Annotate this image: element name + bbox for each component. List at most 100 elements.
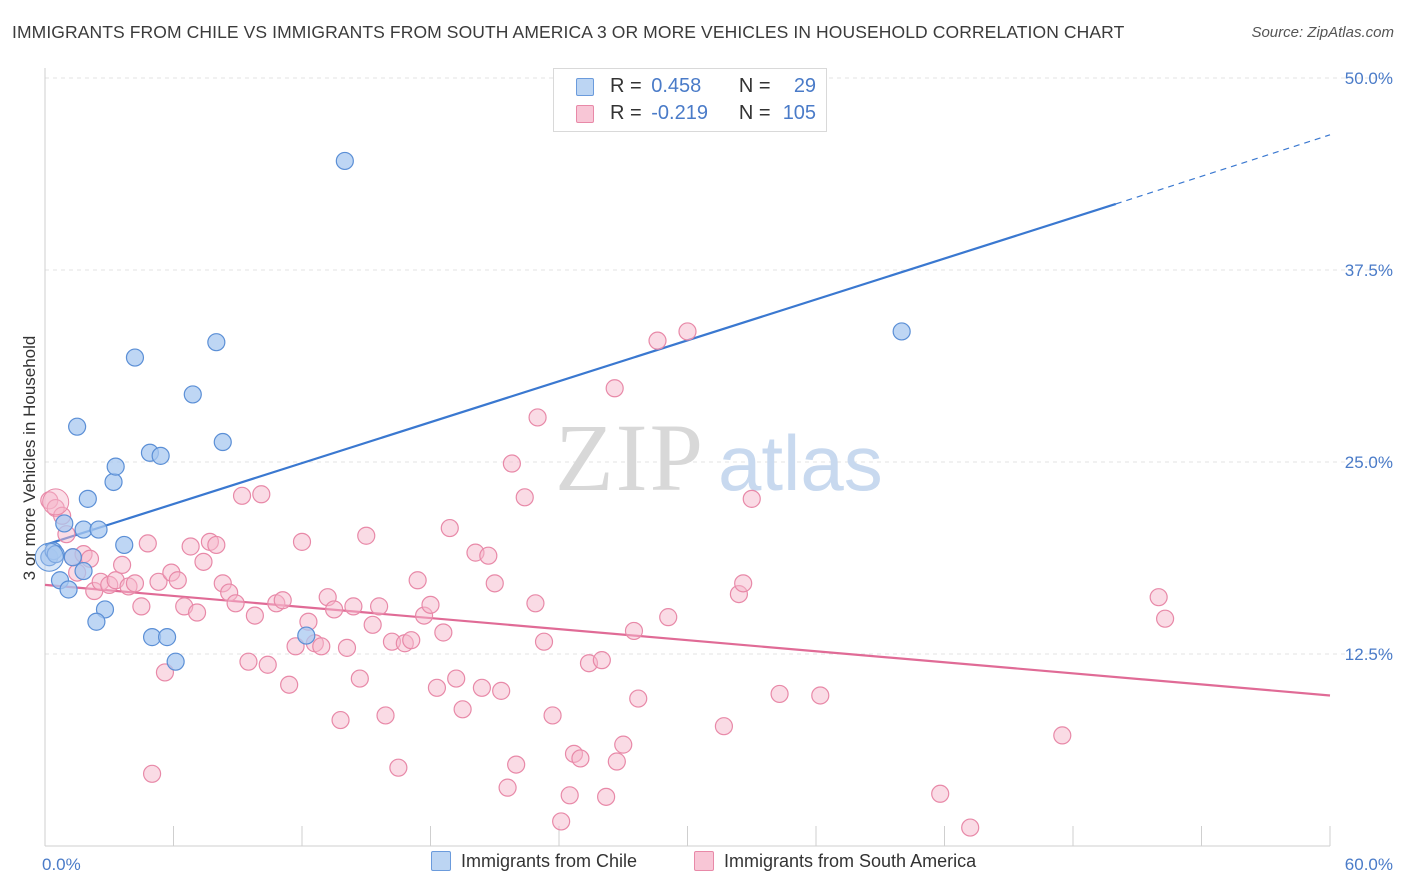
legend-n-value-chile: 29: [793, 75, 817, 97]
point-sa-52: [370, 597, 389, 616]
point-sa-91: [502, 454, 521, 473]
point-sa-76: [543, 706, 562, 725]
point-sa-69: [485, 574, 504, 593]
y-tick-label-2: 37.5%: [1345, 261, 1393, 280]
point-sa-98: [811, 686, 830, 705]
point-cluster-chile: [34, 542, 64, 572]
grid-lines: [45, 77, 1392, 655]
point-sa-65: [453, 700, 472, 719]
point-sa-47: [337, 638, 357, 657]
point-sa-58: [408, 571, 427, 590]
point-sa-99: [931, 784, 950, 803]
point-sa-64: [447, 669, 466, 688]
point-sa-67: [472, 678, 491, 697]
watermark-zip: ZIP: [555, 404, 705, 511]
bottom-legend-label-south-america: Immigrants from South America: [724, 851, 977, 871]
point-sa-15: [132, 597, 151, 616]
point-sa-35: [258, 655, 277, 674]
legend-swatch-south-america: [576, 105, 594, 123]
point-chile-11: [89, 520, 108, 539]
point-chile-22: [166, 652, 185, 671]
point-sa-34: [252, 485, 271, 504]
point-sa-25: [194, 552, 213, 571]
point-sa-48: [344, 597, 363, 616]
point-sa-75: [534, 632, 554, 651]
point-chile-23: [183, 385, 202, 404]
point-sa-72: [507, 755, 526, 774]
point-sa-97: [770, 684, 789, 704]
point-chile-17: [125, 348, 145, 367]
point-sa-89: [678, 322, 697, 341]
point-sa-61: [427, 678, 447, 697]
point-sa-55: [389, 758, 408, 777]
legend-r-label: R =: [610, 75, 642, 97]
y-tick-label-3: 50.0%: [1345, 69, 1393, 88]
point-chile-21: [157, 628, 177, 647]
point-chile-26: [297, 626, 316, 645]
point-sa-95: [734, 574, 753, 593]
y-tick-label-0: 12.5%: [1345, 645, 1393, 664]
legend-r-value-chile: 0.458: [651, 75, 702, 97]
point-sa-49: [350, 669, 369, 688]
point-sa-23: [181, 537, 200, 556]
point-sa-86: [629, 689, 648, 708]
point-sa-70: [492, 681, 511, 700]
point-sa-50: [357, 526, 376, 545]
trend-lines: [44, 134, 1331, 697]
point-sa-74: [526, 594, 545, 613]
point-sa-43: [312, 637, 331, 656]
point-sa-102: [1149, 588, 1168, 607]
point-sa-101: [1053, 726, 1072, 745]
legend-n-label: N =: [738, 75, 771, 97]
watermark-atlas: atlas: [718, 419, 883, 507]
point-chile-8: [74, 561, 93, 581]
point-chile-4: [55, 514, 74, 533]
zipatlas-watermark: ZIP atlas: [555, 404, 883, 511]
source-credit: Source: ZipAtlas.com: [1251, 24, 1394, 41]
point-sa-68: [479, 546, 498, 565]
point-chile-14: [104, 472, 123, 492]
point-sa-27: [207, 535, 226, 555]
bottom-legend-swatch-chile: [431, 851, 451, 871]
legend-r-value-south-america: -0.219: [651, 102, 708, 124]
point-sa-18: [149, 572, 168, 591]
point-sa-96: [742, 489, 761, 508]
point-chile-13: [87, 612, 106, 631]
legend-n-label: N =: [738, 102, 771, 124]
point-sa-63: [440, 518, 459, 538]
bottom-legend-swatch-south-america: [694, 851, 714, 871]
point-chile-6: [63, 548, 82, 567]
point-sa-19: [155, 663, 175, 682]
bottom-legend-label-chile: Immigrants from Chile: [461, 851, 638, 871]
point-chile-9: [78, 489, 97, 508]
point-sa-53: [376, 706, 395, 725]
point-sa-31: [232, 486, 252, 505]
point-sa-37: [273, 591, 292, 610]
point-sa-46: [331, 710, 350, 730]
point-sa-30: [226, 594, 245, 613]
point-sa-71: [498, 778, 517, 797]
trend-line-chile: [44, 202, 1117, 546]
point-sa-57: [402, 631, 421, 650]
x-tick-label-0: 0.0%: [42, 855, 81, 874]
point-chile-15: [106, 457, 125, 476]
legend-r-label: R =: [610, 102, 642, 124]
y-tick-label-1: 25.0%: [1345, 453, 1393, 472]
point-chile-27: [335, 151, 354, 171]
point-sa-100: [961, 818, 980, 837]
y-axis-title: 3 or more Vehicles in Household: [20, 336, 39, 581]
point-sa-92: [605, 379, 624, 398]
point-sa-103: [1155, 609, 1175, 628]
point-chile-5: [59, 580, 78, 599]
point-sa-77: [552, 812, 571, 831]
point-sa-90: [528, 408, 547, 427]
point-sa-14: [125, 574, 145, 593]
point-sa-62: [434, 623, 453, 642]
point-sa-32: [239, 652, 258, 671]
point-sa-88: [659, 608, 678, 627]
point-sa-39: [286, 637, 305, 656]
x-tick-label-1: 60.0%: [1345, 855, 1393, 874]
point-sa-84: [614, 735, 633, 754]
point-chile-12: [95, 600, 115, 619]
